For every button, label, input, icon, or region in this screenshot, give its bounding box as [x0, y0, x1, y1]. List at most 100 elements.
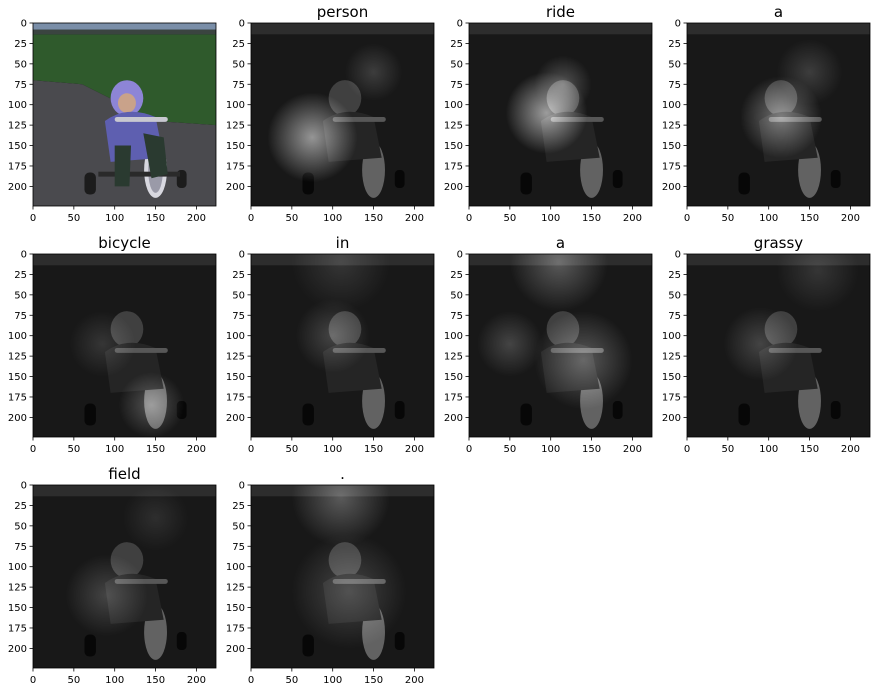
y-tick-label: 100	[8, 100, 27, 111]
y-tick-label: 150	[444, 141, 463, 152]
x-tick-label: 150	[364, 213, 383, 224]
panel-title: ride	[546, 3, 575, 21]
x-tick-label: 0	[466, 444, 472, 455]
attention-spot	[295, 298, 370, 373]
attention-spot	[509, 254, 608, 312]
y-tick-label: 175	[8, 161, 27, 172]
x-tick-label: 0	[684, 213, 690, 224]
x-tick-label: 200	[405, 444, 424, 455]
y-tick-label: 50	[668, 59, 681, 70]
y-tick-label: 50	[668, 290, 681, 301]
x-tick-label: 50	[285, 444, 298, 455]
attention-heatmap	[687, 254, 870, 437]
attention-spot	[776, 39, 843, 105]
y-tick-label: 150	[8, 141, 27, 152]
attention-spot	[118, 372, 185, 437]
x-tick-label: 0	[248, 444, 254, 455]
y-tick-label: 0	[239, 19, 245, 30]
y-tick-label: 75	[14, 542, 27, 553]
y-tick-label: 0	[21, 19, 27, 30]
attention-heatmap	[33, 485, 216, 668]
y-tick-label: 25	[450, 39, 463, 50]
x-tick-label: 200	[841, 444, 860, 455]
y-tick-label: 25	[232, 39, 245, 50]
x-tick-label: 100	[759, 444, 778, 455]
attention-spot	[344, 43, 403, 101]
y-tick-label: 75	[14, 311, 27, 322]
x-tick-label: 100	[759, 213, 778, 224]
y-tick-label: 75	[232, 311, 245, 322]
panel-title: field	[108, 465, 140, 483]
y-tick-label: 100	[226, 562, 245, 573]
x-tick-label: 200	[623, 213, 642, 224]
x-tick-label: 100	[541, 444, 560, 455]
x-tick-label: 100	[541, 213, 560, 224]
x-tick-label: 150	[364, 444, 383, 455]
y-tick-label: 125	[8, 583, 27, 594]
x-tick-label: 50	[67, 213, 80, 224]
attention-spot	[534, 311, 633, 410]
y-tick-label: 0	[457, 250, 463, 261]
attention-heatmap	[251, 23, 434, 206]
attention-spot	[291, 254, 390, 312]
y-tick-label: 100	[444, 331, 463, 342]
y-tick-label: 175	[662, 161, 681, 172]
x-tick-label: 50	[285, 675, 298, 686]
y-tick-label: 100	[8, 331, 27, 342]
panel-title: person	[317, 3, 368, 21]
attention-heatmap	[469, 23, 652, 206]
y-tick-label: 75	[668, 311, 681, 322]
x-tick-label: 100	[323, 675, 342, 686]
y-tick-label: 0	[239, 250, 245, 261]
x-tick-label: 150	[146, 444, 165, 455]
x-tick-label: 0	[466, 213, 472, 224]
y-tick-label: 125	[444, 121, 463, 132]
attention-panel: 0 50 100 150 200 0 25 50 75 100 125 150 175 200 in	[226, 234, 435, 455]
y-tick-label: 75	[450, 80, 463, 91]
x-tick-label: 200	[405, 675, 424, 686]
y-tick-label: 100	[444, 100, 463, 111]
x-tick-label: 200	[187, 444, 206, 455]
y-tick-label: 25	[14, 501, 27, 512]
y-tick-label: 0	[675, 19, 681, 30]
y-tick-label: 50	[232, 521, 245, 532]
y-tick-label: 125	[444, 352, 463, 363]
y-tick-label: 150	[226, 372, 245, 383]
attention-spot	[291, 485, 390, 547]
attention-panel: 0 50 100 150 200 0 25 50 75 100 125 150 175 200 a	[444, 234, 653, 455]
x-tick-label: 0	[248, 675, 254, 686]
panel-title: grassy	[754, 234, 804, 252]
y-tick-label: 125	[662, 121, 681, 132]
y-tick-label: 200	[8, 413, 27, 424]
y-tick-label: 150	[8, 603, 27, 614]
y-tick-label: 25	[450, 270, 463, 281]
y-tick-label: 175	[226, 161, 245, 172]
y-tick-label: 25	[14, 270, 27, 281]
y-tick-label: 25	[232, 270, 245, 281]
attention-panel: 0 50 100 150 200 0 25 50 75 100 125 150 175 200 person	[226, 3, 435, 224]
attention-spot	[69, 311, 136, 377]
y-tick-label: 200	[226, 644, 245, 655]
x-tick-label: 0	[30, 444, 36, 455]
x-tick-label: 200	[187, 675, 206, 686]
x-tick-label: 50	[503, 444, 516, 455]
x-tick-label: 0	[30, 213, 36, 224]
y-tick-label: 50	[14, 59, 27, 70]
y-tick-label: 100	[226, 100, 245, 111]
y-tick-label: 125	[8, 352, 27, 363]
attention-heatmap	[251, 485, 434, 668]
x-tick-label: 50	[67, 675, 80, 686]
x-tick-label: 0	[684, 444, 690, 455]
attention-panel: 0 50 100 150 200 0 25 50 75 100 125 150 175 200	[8, 19, 217, 224]
attention-spot	[776, 254, 859, 312]
y-tick-label: 200	[226, 182, 245, 193]
x-tick-label: 100	[105, 213, 124, 224]
y-tick-label: 200	[226, 413, 245, 424]
y-tick-label: 50	[232, 290, 245, 301]
y-tick-label: 0	[21, 250, 27, 261]
x-tick-label: 200	[405, 213, 424, 224]
y-tick-label: 25	[668, 39, 681, 50]
y-tick-label: 75	[232, 542, 245, 553]
x-tick-label: 50	[721, 444, 734, 455]
